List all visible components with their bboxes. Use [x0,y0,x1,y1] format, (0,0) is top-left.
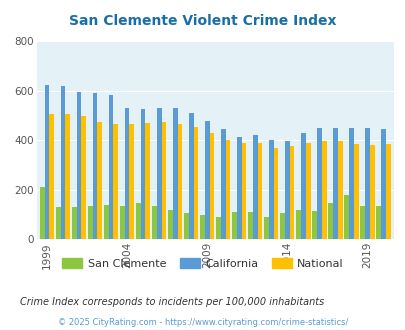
Bar [72,207,77,239]
Bar [385,145,390,239]
Text: © 2025 CityRating.com - https://www.cityrating.com/crime-statistics/: © 2025 CityRating.com - https://www.city… [58,318,347,327]
Bar [353,145,358,239]
Text: Crime Index corresponds to incidents per 100,000 inhabitants: Crime Index corresponds to incidents per… [20,297,324,307]
Bar [343,195,348,239]
Legend: San Clemente, California, National: San Clemente, California, National [58,254,347,273]
Bar [65,114,70,239]
Bar [87,206,92,239]
Bar [129,124,134,239]
Bar [145,123,150,239]
Bar [236,137,241,239]
Bar [327,203,332,239]
Bar [316,128,321,239]
Bar [289,147,294,239]
Bar [247,212,252,239]
Bar [136,203,141,239]
Bar [204,121,209,239]
Bar [40,187,45,239]
Bar [359,206,364,239]
Bar [168,210,172,239]
Bar [263,217,268,239]
Bar [231,212,236,239]
Bar [364,128,369,239]
Bar [119,206,124,239]
Bar [200,214,204,239]
Bar [348,128,353,239]
Bar [177,124,182,239]
Bar [300,133,305,239]
Bar [311,211,316,239]
Text: San Clemente Violent Crime Index: San Clemente Violent Crime Index [69,15,336,28]
Bar [49,114,54,239]
Bar [337,141,342,239]
Bar [321,142,326,239]
Bar [92,93,97,239]
Bar [305,143,310,239]
Bar [172,108,177,239]
Bar [295,210,300,239]
Bar [97,122,102,239]
Bar [183,213,188,239]
Bar [45,85,49,239]
Bar [241,143,246,239]
Bar [151,206,156,239]
Bar [375,206,380,239]
Bar [161,122,166,239]
Bar [215,217,220,239]
Bar [81,115,86,239]
Bar [104,205,109,239]
Bar [257,143,262,239]
Bar [209,133,214,239]
Bar [284,141,289,239]
Bar [273,148,278,239]
Bar [60,86,65,239]
Bar [225,140,230,239]
Bar [332,128,337,239]
Bar [188,113,193,239]
Bar [124,108,129,239]
Bar [113,124,118,239]
Bar [220,129,225,239]
Bar [141,109,145,239]
Bar [380,129,385,239]
Bar [156,108,161,239]
Bar [109,95,113,239]
Bar [279,213,284,239]
Bar [268,140,273,239]
Bar [193,127,198,239]
Bar [77,92,81,239]
Bar [252,135,257,239]
Bar [55,207,60,239]
Bar [369,145,374,239]
